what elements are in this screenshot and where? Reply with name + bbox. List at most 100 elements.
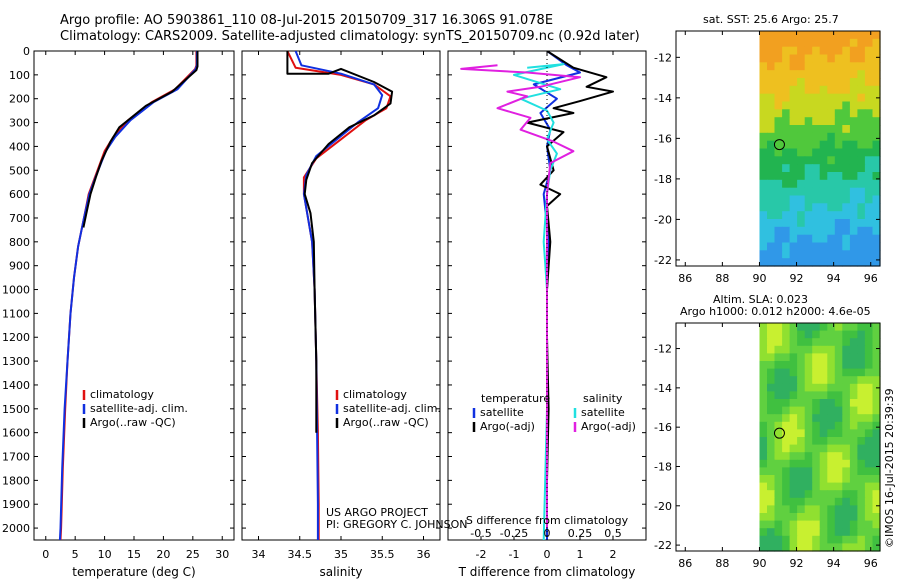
map-cell xyxy=(767,406,776,415)
map-cell xyxy=(864,353,873,362)
map-cell xyxy=(872,109,881,118)
map-cell xyxy=(804,513,813,522)
map-cell xyxy=(789,482,798,491)
map-cell xyxy=(849,242,858,251)
map-field-sst_map xyxy=(759,31,881,267)
depth-tick-label: 400 xyxy=(9,140,30,153)
map-cell xyxy=(782,62,791,71)
map-cell xyxy=(759,444,768,453)
x2-tick-label: -0.5 xyxy=(470,527,491,540)
map-cell xyxy=(812,125,821,134)
header-line-1: Argo profile: AO 5903861_110 08-Jul-2015… xyxy=(60,13,554,28)
map-cell xyxy=(782,467,791,476)
map-cell xyxy=(842,323,851,332)
map-cell xyxy=(767,156,776,165)
map-cell xyxy=(782,459,791,468)
map-cell xyxy=(789,490,798,499)
x2-tick-label: -0.25 xyxy=(500,527,528,540)
map-cell xyxy=(804,414,813,423)
map-cell xyxy=(767,109,776,118)
map-cell xyxy=(782,172,791,181)
x-tick-label: -2 xyxy=(476,548,487,561)
map-cell xyxy=(774,528,783,537)
map-cell xyxy=(827,140,836,150)
map-cell xyxy=(842,520,851,529)
map-cell xyxy=(819,391,828,400)
map-cell xyxy=(849,361,858,370)
map-cell xyxy=(834,250,843,259)
map-cell xyxy=(797,219,806,228)
map-cell xyxy=(872,164,881,173)
map-cell xyxy=(849,46,858,56)
map-frame-sst_map xyxy=(675,30,881,267)
map-cell xyxy=(812,376,821,385)
map-cell xyxy=(797,70,806,79)
map-cell xyxy=(872,497,881,506)
map-cell xyxy=(812,429,821,438)
map-cell xyxy=(812,172,821,181)
map-cell xyxy=(782,391,791,400)
map-cell xyxy=(797,414,806,423)
map-cell xyxy=(767,187,776,197)
map-cell xyxy=(782,250,791,259)
map-cell xyxy=(782,345,791,354)
series-line-climatology xyxy=(286,51,392,540)
map-cell xyxy=(864,383,873,392)
map-cell xyxy=(819,535,828,544)
map-cell xyxy=(834,172,843,181)
map-cell xyxy=(857,148,866,157)
map-cell xyxy=(782,414,791,423)
map-cell xyxy=(789,414,798,423)
map-cell xyxy=(819,125,828,134)
map-cell xyxy=(804,109,813,118)
sst-map-title: sat. SST: 25.6 Argo: 25.7 xyxy=(703,13,839,26)
map-cell xyxy=(812,459,821,468)
map-cell xyxy=(827,31,836,40)
map-cell xyxy=(812,475,821,484)
map-cell xyxy=(872,437,881,446)
map-cell xyxy=(834,505,843,514)
map-cell xyxy=(759,156,768,165)
map-cell xyxy=(842,459,851,468)
map-cell xyxy=(864,345,873,354)
map-cell xyxy=(804,482,813,491)
series-line-satellite-adj-clim- xyxy=(58,51,198,540)
map-cell xyxy=(864,164,873,173)
map-cell xyxy=(782,490,791,499)
map-cell xyxy=(864,46,873,56)
map-cell xyxy=(812,250,821,259)
map-cell xyxy=(857,62,866,71)
map-cell xyxy=(834,187,843,197)
series-group-difference xyxy=(460,51,614,540)
map-cell xyxy=(804,203,813,212)
map-cell xyxy=(864,195,873,204)
map-cell xyxy=(789,54,798,63)
map-cell xyxy=(812,140,821,150)
map-cell xyxy=(857,361,866,370)
legend-label: satellite-adj. clim. xyxy=(90,402,188,415)
map-cell xyxy=(774,226,783,236)
map-y-tick-label: -12 xyxy=(654,51,672,64)
map-cell xyxy=(759,226,768,236)
map-cell xyxy=(827,70,836,79)
map-cell xyxy=(842,444,851,453)
map-cell xyxy=(797,467,806,476)
map-cell xyxy=(804,391,813,400)
map-cell xyxy=(789,391,798,400)
map-cell xyxy=(849,528,858,537)
map-cell xyxy=(834,179,843,189)
map-cell xyxy=(782,353,791,362)
map-cell xyxy=(789,125,798,134)
map-cell xyxy=(834,429,843,438)
map-cell xyxy=(872,85,881,95)
map-cell xyxy=(774,132,783,142)
map-cell xyxy=(827,38,836,48)
map-cell xyxy=(782,38,791,48)
map-cell xyxy=(812,399,821,408)
map-cell xyxy=(834,164,843,173)
map-cell xyxy=(797,475,806,484)
map-cell xyxy=(819,211,828,220)
map-cell xyxy=(864,505,873,514)
map-cell xyxy=(767,497,776,506)
map-cell xyxy=(842,187,851,197)
